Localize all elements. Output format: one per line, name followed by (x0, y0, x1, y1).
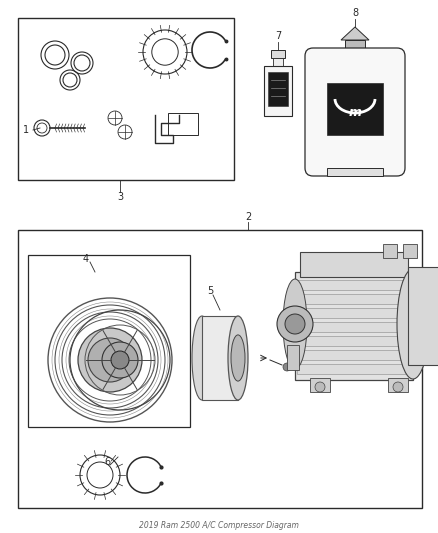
Text: 5: 5 (207, 286, 213, 296)
Bar (168, 113, 198, 135)
Bar (345, 40, 365, 48)
Bar (383, 244, 397, 258)
Bar (408, 267, 438, 365)
Bar (18, 230, 422, 508)
Circle shape (283, 363, 291, 371)
Bar (297, 364, 411, 374)
Text: 7: 7 (275, 31, 281, 41)
Text: 2019 Ram 2500 A/C Compressor Diagram: 2019 Ram 2500 A/C Compressor Diagram (139, 521, 299, 529)
Bar (300, 252, 408, 277)
Text: 1: 1 (23, 125, 29, 135)
Bar (310, 378, 330, 392)
Bar (264, 66, 292, 116)
Bar (297, 336, 411, 346)
Bar (403, 244, 417, 258)
Circle shape (102, 342, 138, 378)
Polygon shape (341, 27, 369, 40)
Bar (348, 48, 362, 56)
Bar (202, 316, 238, 400)
Bar (271, 50, 285, 58)
Ellipse shape (228, 316, 248, 400)
Circle shape (111, 351, 129, 369)
Bar (273, 58, 283, 66)
Ellipse shape (397, 269, 429, 379)
Bar (297, 294, 411, 304)
Bar (268, 72, 288, 106)
Circle shape (315, 382, 325, 392)
Ellipse shape (283, 279, 307, 369)
Ellipse shape (231, 335, 245, 381)
Bar (295, 272, 413, 380)
Circle shape (277, 306, 313, 342)
Bar (297, 350, 411, 360)
Text: m: m (349, 107, 361, 119)
Bar (327, 168, 383, 176)
Text: 6: 6 (104, 457, 110, 467)
Bar (18, 18, 234, 180)
Circle shape (393, 382, 403, 392)
Text: 8: 8 (352, 8, 358, 18)
Circle shape (88, 338, 132, 382)
Text: 4: 4 (83, 254, 89, 264)
Text: 2: 2 (245, 212, 251, 222)
Bar (287, 345, 299, 370)
Bar (388, 378, 408, 392)
Bar (297, 280, 411, 290)
Bar (327, 83, 383, 135)
FancyBboxPatch shape (305, 48, 405, 176)
Circle shape (78, 328, 142, 392)
Text: 3: 3 (117, 192, 123, 202)
Bar (297, 308, 411, 318)
Ellipse shape (192, 316, 212, 400)
Bar (28, 255, 190, 427)
Circle shape (285, 314, 305, 334)
Bar (297, 322, 411, 332)
